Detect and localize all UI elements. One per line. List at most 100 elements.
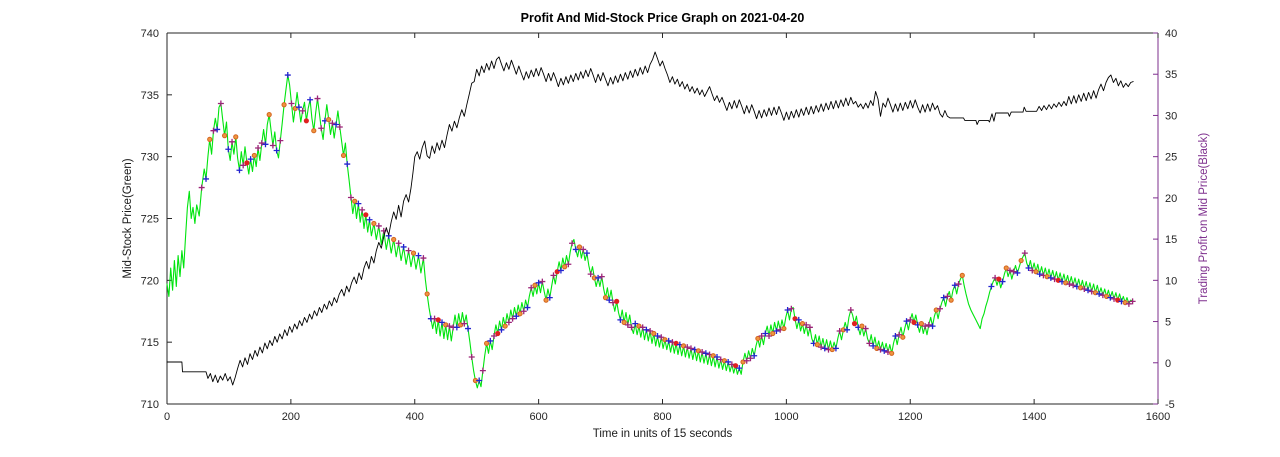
blue-plus-marker — [951, 282, 958, 289]
blue-plus-marker — [1047, 274, 1054, 281]
purple-plus-marker — [788, 305, 795, 312]
red-circle-marker — [435, 317, 441, 323]
blue-plus-marker — [665, 337, 672, 344]
right-y-tick-label: 10 — [1165, 275, 1177, 287]
orange-circle-marker — [410, 250, 417, 256]
purple-plus-marker — [598, 273, 605, 280]
right-y-tick-label: -5 — [1165, 399, 1175, 411]
blue-plus-marker — [583, 250, 590, 257]
blue-plus-marker — [725, 358, 732, 365]
purple-plus-marker — [1010, 268, 1017, 275]
orange-circle-marker — [371, 220, 377, 227]
blue-plus-marker — [821, 345, 828, 352]
purple-plus-marker — [347, 194, 354, 201]
x-tick-label: 1200 — [898, 411, 922, 423]
blue-plus-marker — [307, 96, 314, 103]
orange-circle-marker — [483, 340, 490, 347]
blue-plus-marker — [832, 345, 839, 352]
blue-plus-marker — [881, 347, 888, 354]
blue-plus-marker — [453, 324, 460, 331]
blue-plus-marker — [1085, 287, 1092, 294]
purple-plus-marker — [580, 246, 587, 253]
red-circle-marker — [495, 330, 501, 337]
blue-plus-marker — [751, 352, 758, 359]
red-circle-marker — [363, 212, 369, 218]
blue-plus-marker — [1014, 269, 1021, 276]
purple-plus-marker — [818, 344, 825, 351]
purple-plus-marker — [587, 271, 594, 278]
x-axis-label: Time in units of 15 seconds — [593, 428, 733, 440]
purple-plus-marker — [550, 272, 557, 279]
left-y-axis-label: Mid-Stock Price(Green) — [122, 158, 134, 278]
purple-plus-marker — [1066, 281, 1073, 288]
purple-plus-marker — [277, 137, 284, 144]
purple-plus-marker — [907, 316, 914, 323]
orange-circle-marker — [1003, 265, 1009, 271]
purple-plus-marker — [210, 127, 217, 134]
purple-plus-marker — [505, 319, 512, 326]
blue-plus-marker — [333, 121, 340, 128]
purple-plus-marker — [687, 345, 694, 352]
blue-plus-marker — [498, 326, 505, 333]
purple-plus-marker — [862, 325, 869, 332]
right-y-tick-label: 15 — [1165, 234, 1177, 246]
purple-plus-marker — [520, 308, 527, 315]
purple-plus-marker — [747, 355, 754, 362]
orange-circle-marker — [562, 264, 568, 270]
purple-plus-marker — [1021, 250, 1028, 257]
purple-plus-marker — [925, 321, 932, 328]
red-circle-marker — [911, 319, 917, 325]
red-circle-marker — [732, 363, 739, 369]
purple-plus-marker — [766, 332, 773, 339]
purple-plus-marker — [539, 278, 546, 285]
orange-circle-marker — [602, 295, 609, 301]
purple-plus-marker — [647, 328, 654, 335]
purple-plus-marker — [405, 247, 412, 254]
orange-circle-marker — [502, 323, 508, 329]
blue-plus-marker — [557, 267, 564, 274]
blue-plus-marker — [355, 200, 362, 207]
mid-stock-price-line — [166, 74, 1134, 389]
right-y-tick-label: 30 — [1165, 110, 1177, 122]
blue-plus-marker — [415, 252, 422, 259]
right-y-tick-label: 35 — [1165, 69, 1177, 81]
right-y-axis-label: Trading Profit on Mid Price(Black) — [1198, 133, 1210, 305]
orange-circle-marker — [755, 335, 761, 342]
purple-plus-marker — [1070, 282, 1077, 289]
left-y-tick-label: 735 — [141, 90, 159, 102]
right-y-tick-label: 25 — [1165, 152, 1177, 164]
purple-plus-marker — [699, 349, 706, 356]
purple-plus-marker — [229, 138, 236, 145]
purple-plus-marker — [336, 123, 343, 130]
blue-plus-marker — [773, 328, 780, 335]
blue-plus-marker — [546, 294, 553, 301]
purple-plus-marker — [461, 320, 468, 327]
x-tick-label: 400 — [406, 411, 424, 423]
left-y-tick-label: 715 — [141, 337, 159, 349]
blue-plus-marker — [654, 332, 661, 339]
blue-plus-marker — [476, 377, 483, 384]
blue-plus-marker — [784, 307, 791, 314]
purple-plus-marker — [395, 240, 402, 247]
blue-plus-marker — [892, 332, 899, 339]
blue-plus-marker — [1096, 290, 1103, 297]
orange-circle-marker — [543, 297, 549, 303]
red-circle-marker — [303, 118, 309, 124]
purple-plus-marker — [877, 346, 884, 353]
blue-plus-marker — [929, 323, 936, 330]
purple-plus-marker — [684, 344, 691, 351]
purple-plus-marker — [299, 107, 306, 114]
right-y-tick-label: 20 — [1165, 193, 1177, 205]
purple-plus-marker — [565, 261, 572, 268]
blue-plus-marker — [535, 279, 542, 286]
blue-plus-marker — [714, 354, 721, 361]
purple-plus-marker — [359, 206, 366, 213]
blue-plus-marker — [643, 326, 650, 333]
purple-plus-marker — [639, 324, 646, 331]
orange-circle-marker — [233, 134, 239, 140]
blue-plus-marker — [262, 141, 269, 148]
blue-plus-marker — [606, 297, 613, 304]
purple-plus-marker — [743, 357, 750, 364]
blue-plus-marker — [487, 337, 494, 344]
